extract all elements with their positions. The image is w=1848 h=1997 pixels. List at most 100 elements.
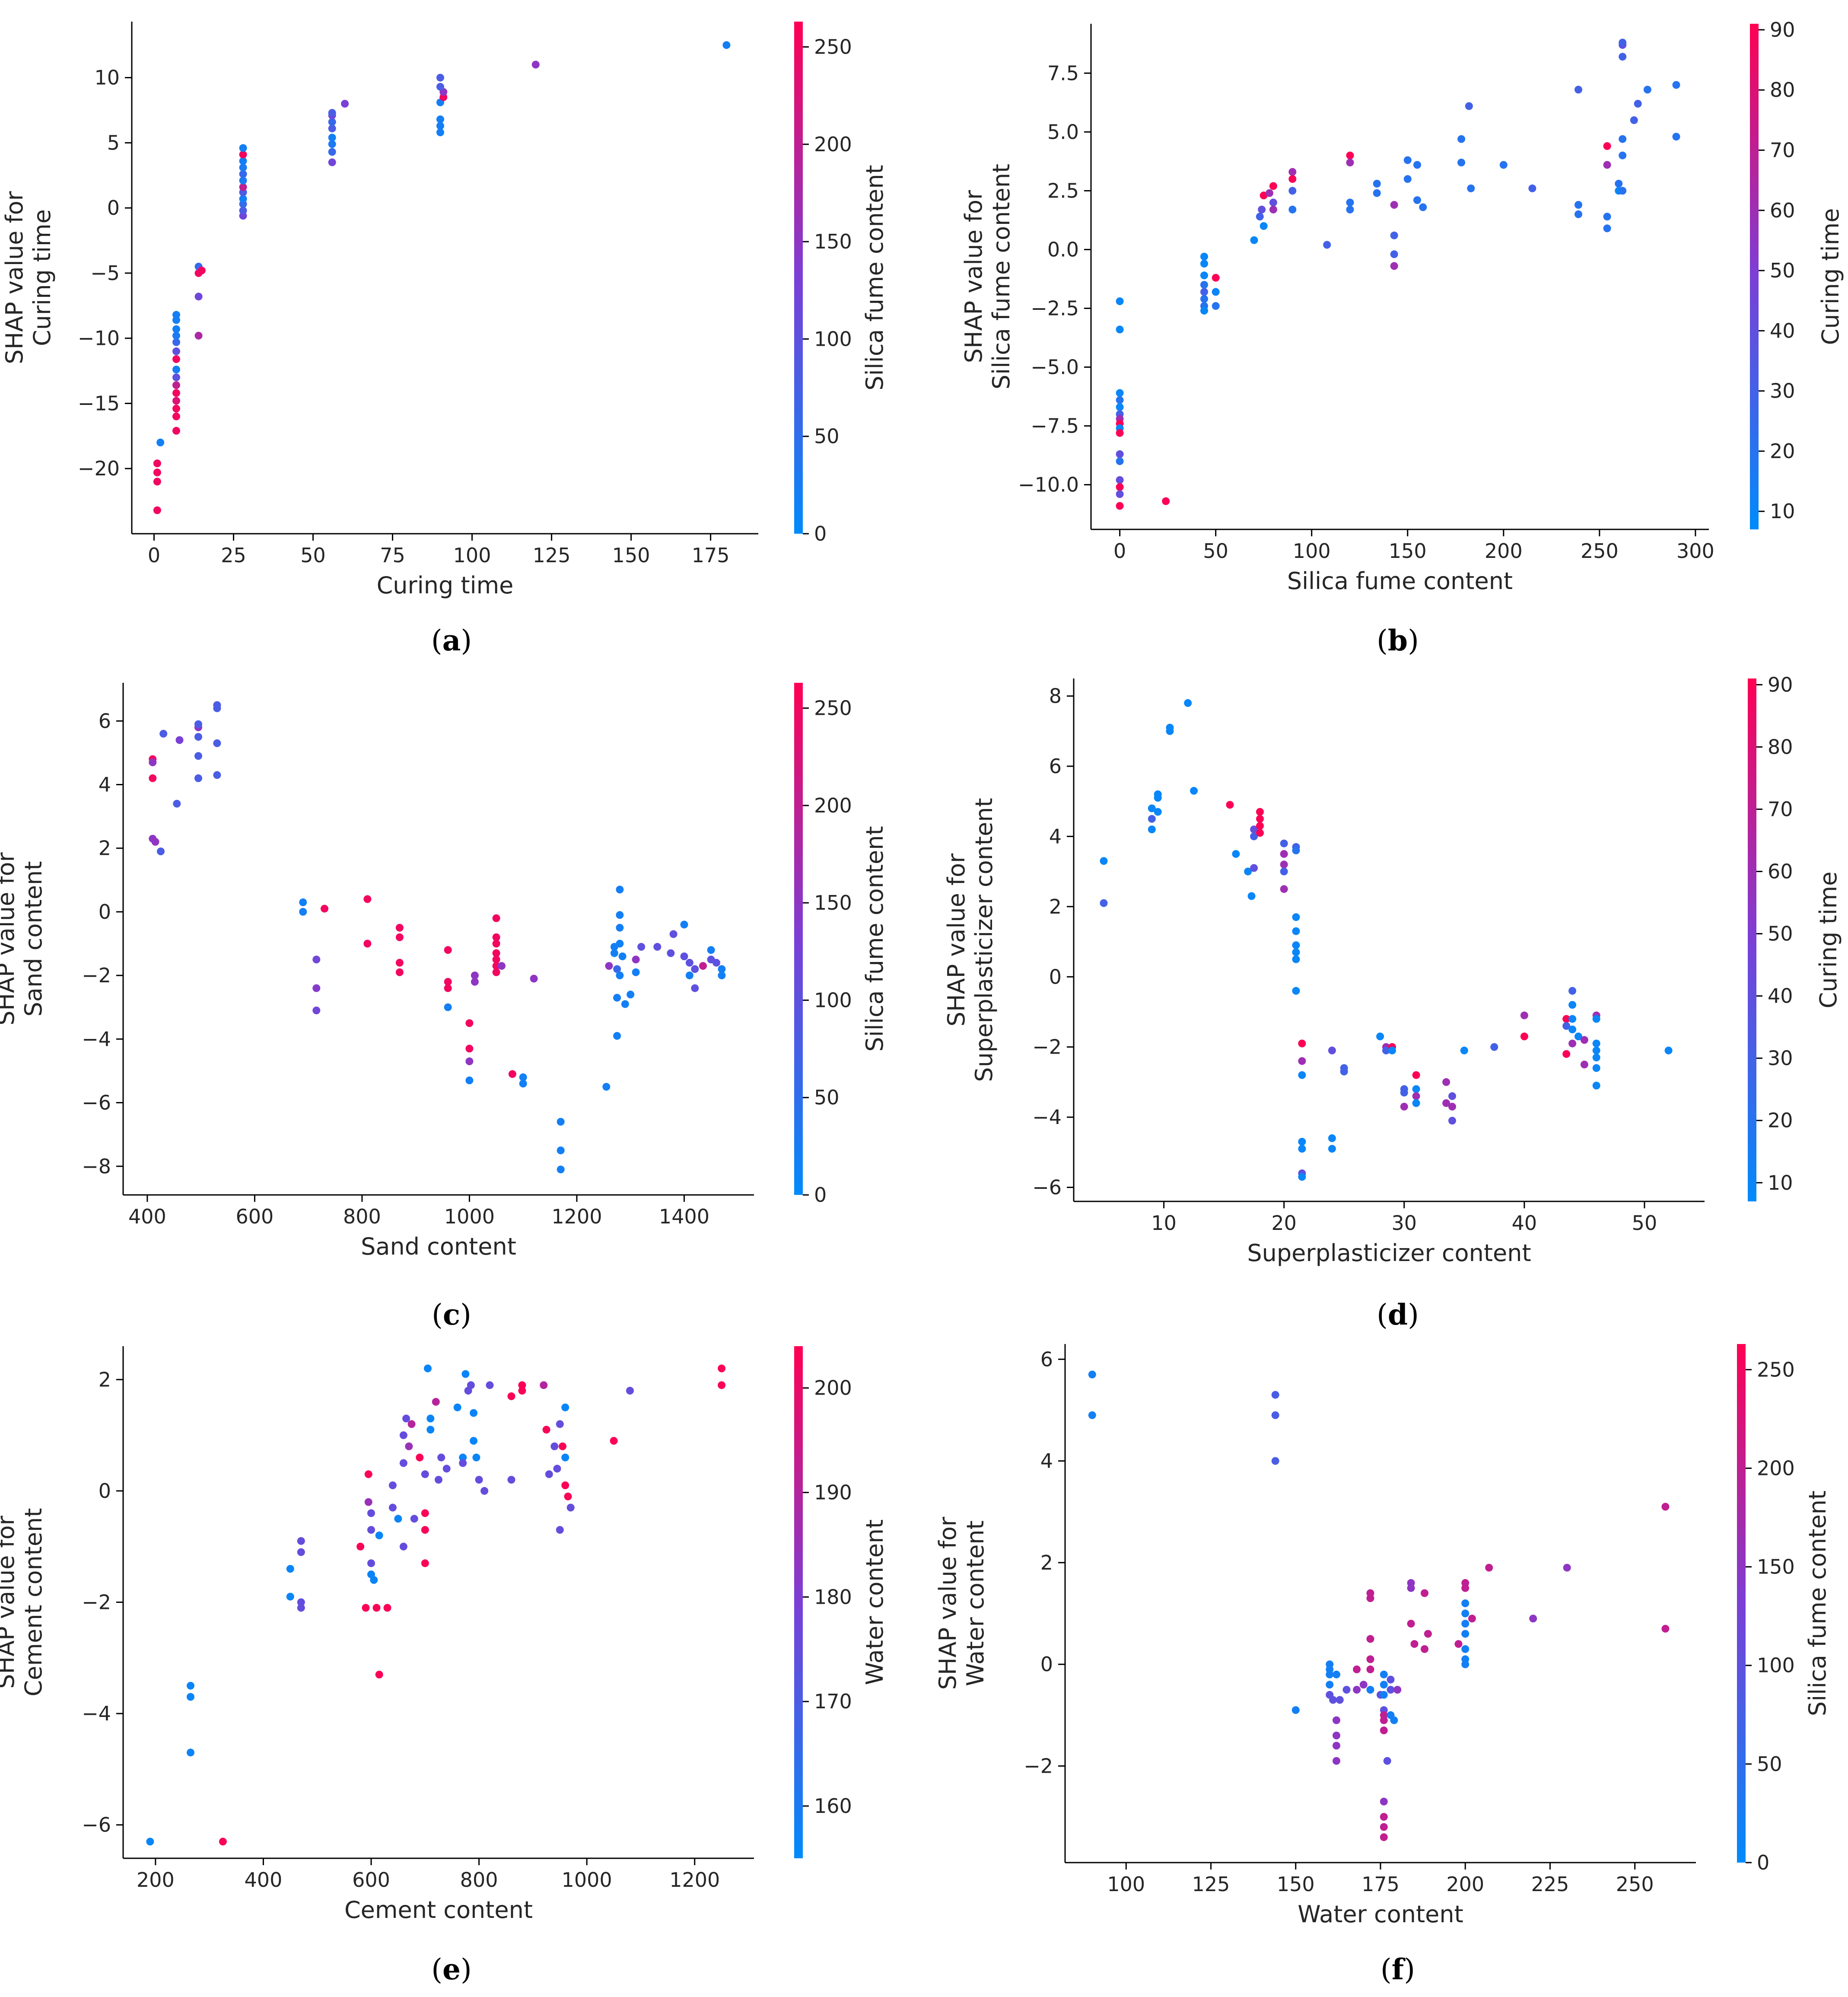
scatter-point xyxy=(453,1403,461,1411)
scatter-point xyxy=(1148,815,1156,823)
scatter-point xyxy=(239,150,247,159)
scatter-point xyxy=(356,1542,365,1551)
y-tick-label: 4 xyxy=(1049,825,1062,848)
scatter-point xyxy=(1407,1620,1415,1628)
scatter-point xyxy=(410,1515,418,1523)
scatter-point xyxy=(175,736,184,744)
plot-area: 10 20 30 40 50 −6 −4 −2 0 2 4 6 8 Superplasticizer co… xyxy=(943,678,1705,1267)
scatter-point xyxy=(1116,457,1124,465)
scatter-point xyxy=(613,994,621,1002)
scatter-point xyxy=(328,148,336,156)
scatter-point xyxy=(299,898,307,906)
scatter-point xyxy=(621,1000,629,1008)
plot-area: 0 25 50 75 100 125 150 175 −20 −15 −10 −5 0 5 10 Curing… xyxy=(1,22,758,599)
scatter-point xyxy=(426,1414,435,1423)
scatter-point xyxy=(1200,288,1208,296)
x-tick-label: 150 xyxy=(612,544,650,567)
scatter-point xyxy=(1382,1046,1390,1054)
scatter-point xyxy=(1442,1078,1450,1086)
scatter-point xyxy=(1200,295,1208,303)
scatter-point xyxy=(680,920,688,929)
scatter-point xyxy=(1562,1050,1571,1058)
scatter-point xyxy=(610,1437,618,1445)
scatter-point xyxy=(1366,1635,1374,1643)
scatter-point xyxy=(1664,1046,1673,1054)
scatter-point xyxy=(1288,205,1297,213)
scatter-point xyxy=(553,1465,561,1473)
scatter-point xyxy=(1410,1640,1419,1648)
scatter-point xyxy=(363,895,372,903)
scatter-point xyxy=(1212,302,1220,310)
colorbar: 0 50 100 150 200 250 Silica fume content xyxy=(794,22,888,545)
scatter-point xyxy=(1457,159,1466,167)
y-tick-label: −6 xyxy=(1032,1176,1062,1199)
scatter-point xyxy=(557,1118,565,1126)
scatter-point xyxy=(1661,1624,1670,1633)
x-tick-label: 200 xyxy=(137,1868,175,1892)
colorbar-tick-label: 200 xyxy=(814,794,852,817)
x-tick-label: 1200 xyxy=(669,1868,720,1892)
scatter-point xyxy=(1380,1833,1388,1841)
scatter-point xyxy=(1387,1686,1395,1694)
scatter-point xyxy=(239,157,247,165)
scatter-point xyxy=(718,965,726,973)
x-tick-label: 40 xyxy=(1512,1211,1537,1235)
x-tick-label: 50 xyxy=(300,544,326,567)
scatter-point xyxy=(616,940,624,948)
scatter-point xyxy=(1615,180,1623,188)
scatter-point xyxy=(1562,1015,1571,1023)
y-tick-label: −4 xyxy=(82,1027,111,1051)
colorbar-tick-label: 0 xyxy=(814,1183,827,1207)
scatter-point xyxy=(1574,1032,1582,1041)
x-axis-label: Cement content xyxy=(344,1896,533,1924)
scatter-point xyxy=(518,1387,526,1395)
x-axis-label: Superplasticizer content xyxy=(1247,1239,1531,1267)
scatter-point xyxy=(540,1381,548,1389)
colorbar-tick-label: 200 xyxy=(1757,1456,1795,1480)
scatter-point xyxy=(632,956,640,964)
scatter-point xyxy=(1212,288,1220,296)
colorbar-gradient xyxy=(1750,24,1759,529)
scatter-point xyxy=(394,1515,402,1523)
scatter-point xyxy=(1380,1797,1388,1806)
scatter-point xyxy=(470,1409,478,1417)
y-axis-label-line: Cement content xyxy=(20,1508,47,1696)
y-axis-label-line: SHAP value for xyxy=(934,1516,961,1690)
scatter-point xyxy=(498,962,506,970)
colorbar-tick-label: 50 xyxy=(1770,259,1795,282)
scatter-point xyxy=(297,1548,305,1556)
scatter-point xyxy=(328,134,336,142)
scatter-point xyxy=(153,506,161,514)
scatter-point xyxy=(1298,1137,1306,1146)
y-tick-label: −20 xyxy=(78,457,120,480)
panel-label: (e) xyxy=(431,1952,472,1986)
plot-area: 200 400 600 800 1000 1200 −6 −4 −2 0 2 Cement conte… xyxy=(0,1346,754,1924)
scatter-point xyxy=(1256,822,1264,830)
panel-f: 100 125 150 175 200 225 250 −2 0 2 4 6 Water content… xyxy=(934,1344,1831,1986)
scatter-point xyxy=(1359,1681,1368,1689)
scatter-point xyxy=(444,1003,452,1011)
scatter-point xyxy=(1116,490,1124,498)
scatter-point xyxy=(1292,955,1300,963)
scatter-point xyxy=(1460,1046,1468,1054)
scatter-point xyxy=(1288,187,1297,195)
scatter-point xyxy=(399,1459,407,1467)
scatter-point xyxy=(444,946,452,954)
scatter-point xyxy=(421,1509,429,1517)
scatter-point xyxy=(1298,1145,1306,1153)
colorbar-tick-label: 70 xyxy=(1770,139,1795,162)
scatter-point xyxy=(1574,201,1582,209)
y-axis-label-line: Water content xyxy=(962,1520,989,1686)
x-axis-label: Silica fume content xyxy=(1287,567,1513,595)
scatter-point xyxy=(395,968,404,976)
scatter-point xyxy=(616,924,624,932)
scatter-point xyxy=(1269,205,1277,213)
y-tick-label: −6 xyxy=(82,1813,111,1837)
scatter-point xyxy=(1574,86,1582,94)
scatter-point xyxy=(424,1364,432,1373)
scatter-point xyxy=(1421,1589,1428,1597)
colorbar-label: Curing time xyxy=(1817,208,1844,345)
scatter-point xyxy=(492,962,500,970)
colorbar-label: Water content xyxy=(861,1519,888,1685)
scatter-point xyxy=(1116,297,1124,306)
